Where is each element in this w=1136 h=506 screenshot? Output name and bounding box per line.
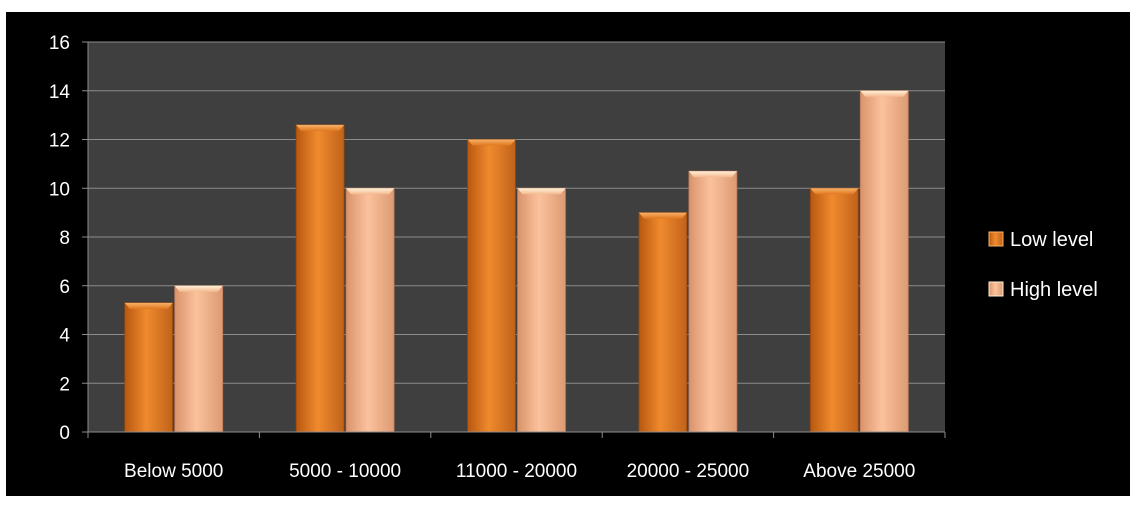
y-tick-label: 0 [59,423,70,444]
bar-low-level [809,187,859,433]
legend-label-low-level: Low level [1010,229,1093,251]
bar-bevel-high-level [860,90,909,97]
y-tick-label: 2 [59,374,70,395]
bar-high-level [174,285,224,433]
x-tick-label: 20000 - 25000 [627,461,750,482]
bar-bevel-low-level [638,212,687,219]
bar-bevel-low-level [124,302,173,309]
bar-high-level [517,187,566,433]
bar-low-level [124,302,174,433]
bar-bevel-high-level [346,188,395,195]
x-tick-label: 11000 - 20000 [456,461,577,482]
legend-item-low-level[interactable]: Low level [988,229,1093,251]
y-axis-tick-labels: 0 2 4 6 8 10 12 14 16 [49,33,71,444]
legend: Low level High level [988,229,1098,301]
bar-low-level [638,212,688,433]
y-tick-label: 6 [59,277,70,298]
axes [87,42,946,438]
chart: 0 2 4 6 8 10 12 14 16 Below 5000 5000 - … [49,33,1098,482]
bars [124,90,909,433]
bar-high-level [345,187,395,433]
y-tick-label: 16 [49,33,70,54]
x-tick-label: Above 25000 [803,461,915,482]
legend-swatch-high-level [988,281,1004,297]
bar-bevel-low-level [810,188,859,195]
bar-bevel-high-level [517,188,566,195]
bar-bevel-high-level [174,285,223,292]
y-tick-label: 8 [59,228,70,249]
legend-swatch-low-level [988,231,1004,247]
bar-high-level [859,90,909,433]
bar-bevel-high-level [688,171,737,178]
y-tick-label: 10 [49,179,70,200]
y-tick-label: 12 [49,131,70,152]
x-tick-label: Below 5000 [124,461,223,482]
chart-frame: 0 2 4 6 8 10 12 14 16 Below 5000 5000 - … [6,12,1130,496]
x-tick-label: 5000 - 10000 [289,461,401,482]
bar-low-level [295,124,345,433]
bar-bevel-low-level [467,139,516,146]
legend-label-high-level: High level [1010,279,1098,301]
x-axis-tick-labels: Below 5000 5000 - 10000 11000 - 20000 20… [124,461,915,482]
y-tick-label: 4 [59,326,70,347]
legend-item-high-level[interactable]: High level [988,279,1098,301]
bar-low-level [467,139,516,433]
bar-high-level [688,170,738,433]
bar-bevel-low-level [296,124,345,131]
y-tick-label: 14 [49,82,71,103]
